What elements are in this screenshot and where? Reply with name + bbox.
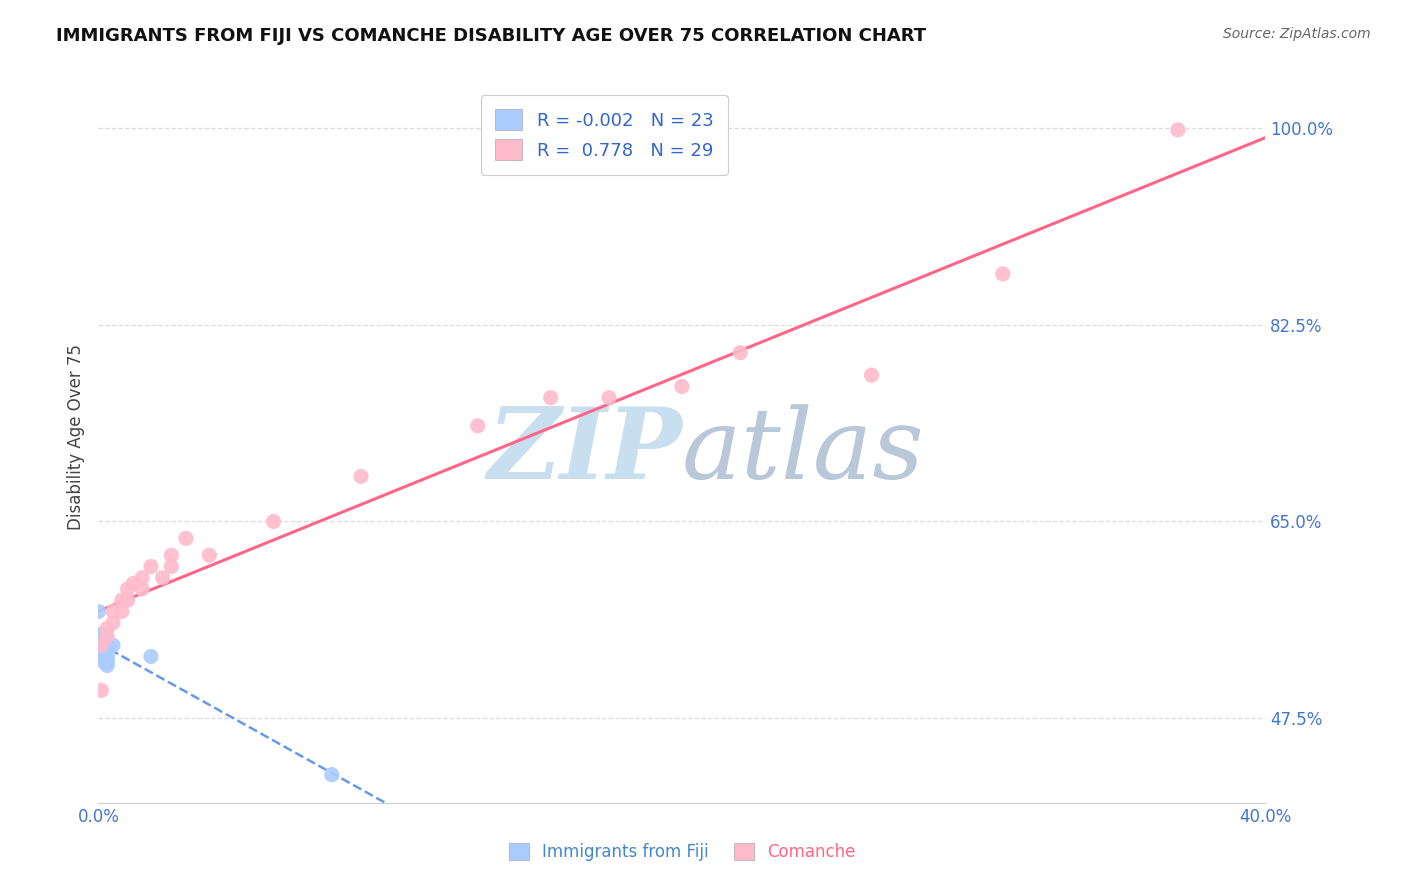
Point [174, 532, 197, 546]
Text: ZIP: ZIP [486, 403, 682, 500]
Point [160, 559, 183, 574]
Point [1167, 123, 1189, 137]
Point [860, 368, 883, 383]
Point [96, 652, 118, 666]
Point [96, 629, 118, 643]
Point [598, 391, 620, 405]
Point [321, 767, 343, 781]
Point [117, 582, 139, 596]
Point [139, 649, 162, 664]
Point [93, 632, 115, 647]
Point [96, 655, 118, 669]
Point [730, 345, 752, 359]
Point [101, 615, 124, 630]
Point [90, 638, 112, 652]
Point [93, 636, 115, 650]
Point [96, 641, 118, 656]
Point [90, 629, 112, 643]
Point [131, 571, 153, 585]
Point [152, 571, 174, 585]
Point [87, 605, 110, 619]
Point [139, 559, 162, 574]
Point [671, 379, 693, 393]
Point [90, 683, 112, 698]
Text: IMMIGRANTS FROM FIJI VS COMANCHE DISABILITY AGE OVER 75 CORRELATION CHART: IMMIGRANTS FROM FIJI VS COMANCHE DISABIL… [56, 27, 927, 45]
Point [90, 636, 112, 650]
Point [93, 644, 115, 658]
Point [122, 576, 145, 591]
Point [93, 649, 115, 664]
Point [160, 548, 183, 562]
Point [96, 621, 118, 635]
Text: Source: ZipAtlas.com: Source: ZipAtlas.com [1223, 27, 1371, 41]
Point [101, 638, 124, 652]
Legend: Immigrants from Fiji, Comanche: Immigrants from Fiji, Comanche [502, 836, 862, 868]
Point [350, 469, 373, 483]
Point [262, 515, 284, 529]
Point [96, 648, 118, 663]
Text: atlas: atlas [682, 404, 925, 500]
Point [111, 605, 134, 619]
Point [96, 645, 118, 659]
Point [117, 593, 139, 607]
Point [93, 655, 115, 669]
Point [96, 638, 118, 652]
Point [991, 267, 1014, 281]
Point [111, 593, 134, 607]
Point [90, 632, 112, 647]
Y-axis label: Disability Age Over 75: Disability Age Over 75 [66, 344, 84, 530]
Point [90, 627, 112, 641]
Point [198, 548, 221, 562]
Point [101, 605, 124, 619]
Point [93, 631, 115, 645]
Point [93, 652, 115, 666]
Point [93, 640, 115, 655]
Point [540, 391, 562, 405]
Point [96, 658, 118, 673]
Point [467, 418, 489, 433]
Point [131, 582, 153, 596]
